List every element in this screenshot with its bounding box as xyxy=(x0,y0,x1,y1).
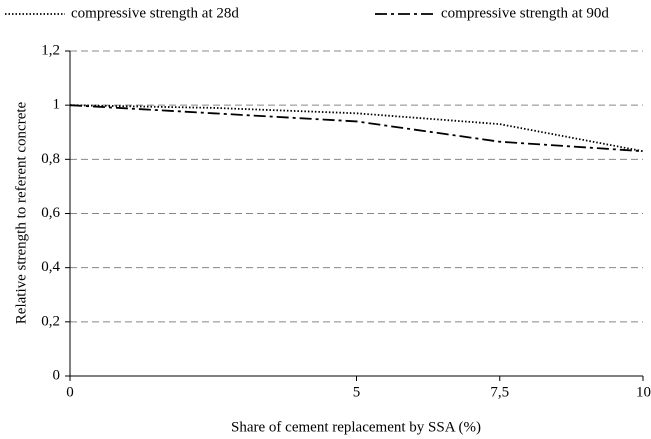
y-tick-label: 0,2 xyxy=(41,313,60,329)
y-tick-label: 0,4 xyxy=(41,259,60,275)
y-tick-label: 1 xyxy=(53,97,61,113)
legend-label: compressive strength at 28d xyxy=(71,5,239,21)
x-axis-label: Share of cement replacement by SSA (%) xyxy=(231,419,481,435)
y-axis-label: Relative strength to referent concrete xyxy=(13,101,29,324)
y-tick-label: 0,6 xyxy=(41,205,60,221)
series-line xyxy=(69,104,644,153)
x-tick-label: 0 xyxy=(66,384,74,400)
y-tick-label: 0 xyxy=(53,367,61,383)
legend-label: compressive strength at 90d xyxy=(441,5,609,21)
y-tick-label: 0,8 xyxy=(41,151,60,167)
series-line xyxy=(69,104,644,153)
y-tick-label: 1,2 xyxy=(41,42,60,58)
x-tick-label: 10 xyxy=(636,384,651,400)
x-tick-label: 7,5 xyxy=(490,384,509,400)
x-tick-label: 5 xyxy=(353,384,361,400)
